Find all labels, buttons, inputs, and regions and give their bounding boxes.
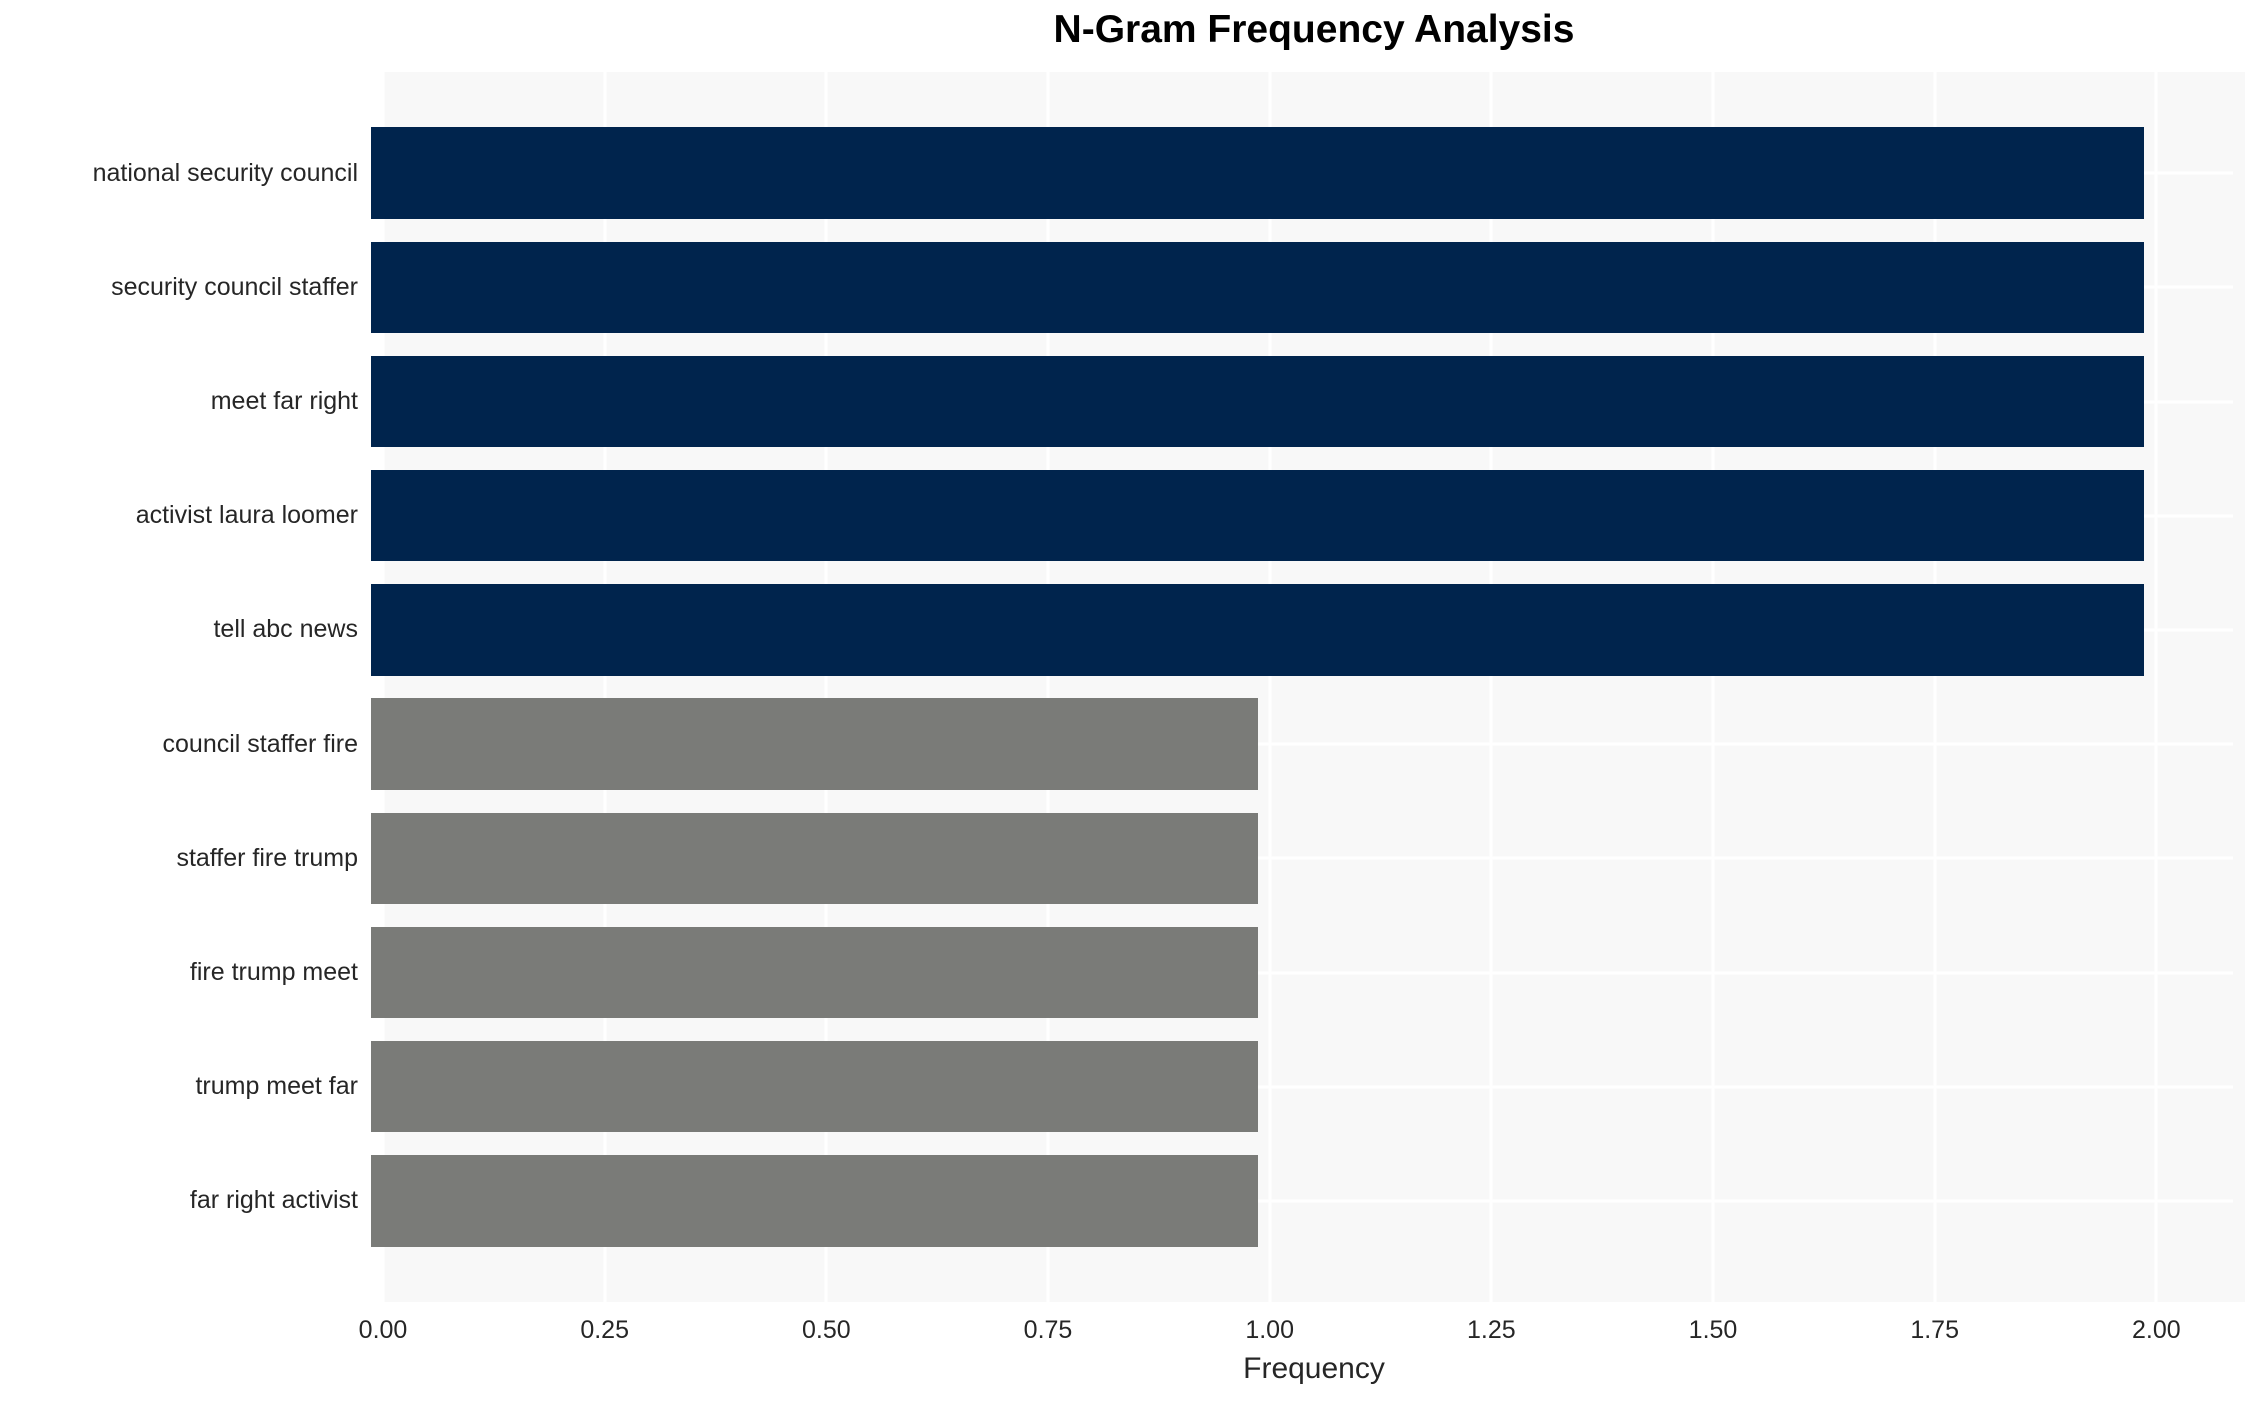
x-axis-label: Frequency (1243, 1352, 1385, 1385)
bar-row: council staffer fire (0, 687, 2263, 801)
y-tick-label: activist laura loomer (135, 501, 358, 530)
vertical-gridline (1711, 72, 1715, 1302)
bar-row: fire trump meet (0, 915, 2263, 1029)
bar-track (371, 915, 2233, 1029)
y-tick-label: meet far right (210, 387, 358, 415)
bar (371, 1041, 1258, 1133)
x-tick-label: 0.25 (580, 1316, 629, 1344)
bar (371, 1155, 1258, 1247)
bar-track (371, 230, 2233, 344)
x-tick-label: 0.00 (358, 1316, 408, 1344)
bar-track (371, 573, 2233, 687)
vertical-gridline (1268, 72, 1272, 1302)
bar (371, 355, 2145, 448)
bar-row: activist laura loomer (0, 459, 2263, 573)
bar-track (371, 459, 2233, 573)
y-tick-label: council staffer fire (162, 729, 358, 758)
x-tick-label: 1.75 (1910, 1316, 1959, 1344)
x-axis-ticks: 0.00 0.25 0.50 0.75 1.00 1.25 1.50 1.75 2.00 (359, 1316, 2245, 1346)
bar-track (371, 344, 2233, 458)
x-tick-label: 0.50 (801, 1316, 851, 1344)
x-tick-label: 1.50 (1688, 1316, 1738, 1344)
y-tick-label: tell abc news (213, 615, 358, 644)
x-tick-label: 1.25 (1466, 1316, 1516, 1344)
vertical-gridline (824, 72, 828, 1302)
x-tick-label: 2.00 (2131, 1316, 2181, 1344)
bar (371, 584, 2145, 676)
bar-row: staffer fire trump (0, 801, 2263, 915)
bar-row: meet far right (0, 344, 2263, 458)
horizontal-gridline (371, 1199, 2233, 1203)
vertical-gridline (381, 72, 385, 1302)
vertical-gridline (1933, 72, 1937, 1302)
horizontal-gridline (371, 1085, 2233, 1089)
vertical-gridline (603, 72, 607, 1302)
bar-row: national security council (0, 116, 2263, 230)
bar (371, 812, 1258, 904)
bar (371, 127, 2145, 219)
y-tick-label: national security council (92, 158, 358, 187)
bar-track (371, 801, 2233, 915)
bar-row: far right activist (0, 1144, 2263, 1258)
bar-track (371, 687, 2233, 801)
bar-track (371, 1030, 2233, 1144)
y-tick-label: trump meet far (195, 1072, 358, 1101)
bar-rows: national security council security counci… (0, 116, 2263, 1258)
bar (371, 698, 1258, 790)
vertical-gridline (2154, 72, 2158, 1302)
y-tick-label: fire trump meet (189, 958, 358, 987)
y-tick-label: security council staffer (111, 272, 358, 301)
horizontal-gridline (371, 971, 2233, 975)
bar-track (371, 1144, 2233, 1258)
bar-row: tell abc news (0, 573, 2263, 687)
vertical-gridline (1046, 72, 1050, 1302)
horizontal-gridline (371, 742, 2233, 746)
vertical-gridline (1489, 72, 1493, 1302)
y-tick-label: far right activist (189, 1186, 358, 1215)
bar (371, 470, 2145, 562)
x-tick-label: 0.75 (1023, 1316, 1073, 1344)
bar (371, 241, 2145, 333)
chart-title: N-Gram Frequency Analysis (1053, 8, 1575, 51)
bar (371, 926, 1258, 1019)
x-tick-label: 1.00 (1245, 1316, 1294, 1344)
bar-row: security council staffer (0, 230, 2263, 344)
horizontal-gridline (371, 856, 2233, 860)
bar-row: trump meet far (0, 1030, 2263, 1144)
y-tick-label: staffer fire trump (176, 843, 358, 872)
bar-track (371, 116, 2233, 230)
